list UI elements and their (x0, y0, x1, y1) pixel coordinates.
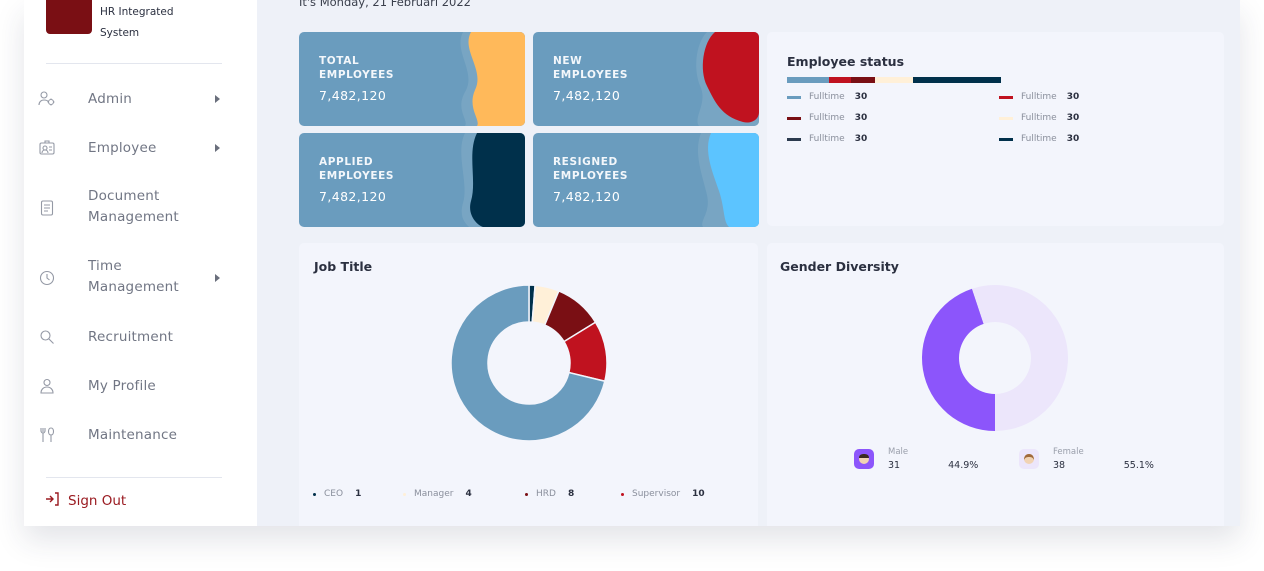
legend-dot (525, 492, 528, 496)
sidebar-item-label: Maintenance (88, 426, 178, 443)
sidebar-item-my-profile[interactable]: My Profile (24, 375, 257, 397)
legend-item-hrd: HRD 8 (525, 489, 621, 499)
donut-slice-male[interactable] (922, 288, 995, 431)
status-legend-item: Fulltime 30 (787, 92, 867, 102)
brand-line-2: System (100, 27, 140, 39)
status-stacked-bar (787, 77, 1001, 83)
legend-dot (313, 492, 316, 496)
status-legend-item: Fulltime 30 (999, 113, 1079, 123)
job-title-donut-chart (450, 284, 608, 442)
logo (46, 0, 92, 34)
status-legend-item: Fulltime 30 (787, 113, 867, 123)
employee-status-card: Employee status Fulltime 30 Fulltime 30 Fu… (767, 32, 1224, 226)
sidebar-item-label: Admin (88, 90, 133, 107)
status-bar-segment (829, 77, 851, 83)
sidebar-divider (46, 477, 222, 478)
sign-out-icon (44, 491, 60, 511)
status-bar-segment (787, 77, 829, 83)
card-title: Gender Diversity (780, 259, 899, 274)
gender-diversity-card: Gender Diversity Male 31 44.9% Female 38… (767, 243, 1224, 526)
sidebar-item-label: Management (88, 209, 179, 225)
sidebar-item-time-management[interactable]: Time Management (24, 256, 257, 300)
stat-title: APPLIED EMPLOYEES (319, 156, 395, 182)
status-bar-segment (913, 77, 1001, 83)
clock-icon (38, 269, 56, 287)
legend-item-manager: Manager 4 (403, 489, 525, 499)
stat-value: 7,482,120 (319, 189, 387, 204)
sign-out-label: Sign Out (68, 493, 127, 509)
sidebar-item-label: Employee (88, 139, 157, 156)
sidebar-item-document-management[interactable]: Document Management (24, 186, 257, 230)
legend-swatch (999, 137, 1013, 141)
stat-title: RESIGNED EMPLOYEES (553, 156, 629, 182)
stat-title: TOTAL EMPLOYEES (319, 55, 395, 81)
legend-item-female: Female 38 55.1% (1019, 447, 1154, 471)
sidebar-item-maintenance[interactable]: Maintenance (24, 424, 257, 446)
legend-item-male: Male 31 44.9% (854, 447, 978, 471)
sidebar-item-label: Management (88, 279, 179, 295)
card-title: Employee status (787, 54, 905, 69)
search-icon (38, 328, 56, 346)
legend-item-supervisor: Supervisor 10 (621, 489, 705, 499)
chevron-right-icon (215, 95, 220, 103)
job-title-legend: CEO 1 Manager 4 HRD 8 Supervisor 10 (313, 489, 705, 499)
sidebar-item-recruitment[interactable]: Recruitment (24, 326, 257, 348)
document-icon (38, 199, 56, 217)
legend-item-ceo: CEO 1 (313, 489, 403, 499)
chevron-right-icon (215, 144, 220, 152)
chevron-right-icon (215, 274, 220, 282)
employee-icon (38, 139, 56, 157)
status-bar-segment (875, 77, 913, 83)
stat-value: 7,482,120 (553, 189, 621, 204)
card-decoration (696, 32, 759, 126)
legend-swatch (787, 95, 801, 99)
female-icon (1019, 449, 1039, 469)
admin-icon (38, 90, 56, 108)
legend-swatch (999, 95, 1013, 99)
gender-donut-chart (922, 285, 1068, 431)
stat-title: NEW EMPLOYEES (553, 55, 629, 81)
card-decoration (697, 133, 759, 227)
donut-slice-female[interactable] (972, 285, 1068, 431)
status-legend-item: Fulltime 30 (999, 92, 1079, 102)
legend-dot (403, 492, 406, 496)
sidebar-item-employee[interactable]: Employee (24, 137, 257, 159)
sidebar-item-label: My Profile (88, 377, 156, 394)
legend-swatch (787, 116, 801, 120)
status-legend-item: Fulltime 30 (999, 134, 1079, 144)
stat-card-total-employees[interactable]: TOTAL EMPLOYEES 7,482,120 (299, 32, 525, 126)
card-decoration (461, 133, 525, 227)
legend-dot (621, 492, 624, 496)
app-frame: HR Integrated System Admin Employee Docu (24, 0, 1240, 526)
sign-out-button[interactable]: Sign Out (44, 491, 126, 511)
status-bar-segment (851, 77, 875, 83)
donut-slice-other[interactable] (450, 284, 606, 442)
stat-value: 7,482,120 (319, 88, 387, 103)
brand-name: HR Integrated System (100, 2, 210, 44)
card-title: Job Title (314, 259, 373, 274)
card-decoration (460, 32, 525, 126)
stat-card-new-employees[interactable]: NEW EMPLOYEES 7,482,120 (533, 32, 759, 126)
status-legend-item: Fulltime 30 (787, 134, 867, 144)
user-icon (38, 377, 56, 395)
male-icon (854, 449, 874, 469)
tools-icon (38, 426, 56, 444)
greeting-date: It's Monday, 21 Februari 2022 (299, 0, 471, 9)
job-title-card: Job Title CEO 1 Manager 4 HRD 8 Supervisor 1… (299, 243, 758, 526)
legend-swatch (787, 137, 801, 141)
sidebar-divider (46, 63, 222, 64)
sidebar-item-admin[interactable]: Admin (24, 88, 257, 110)
sidebar-item-label: Recruitment (88, 328, 174, 345)
stat-card-resigned-employees[interactable]: RESIGNED EMPLOYEES 7,482,120 (533, 133, 759, 227)
sidebar-item-label: Document (88, 188, 160, 204)
sidebar-item-label: Time (88, 258, 122, 274)
stat-value: 7,482,120 (553, 88, 621, 103)
brand-line-1: HR Integrated (100, 6, 174, 18)
legend-swatch (999, 116, 1013, 120)
sidebar: HR Integrated System Admin Employee Docu (24, 0, 257, 526)
stat-card-applied-employees[interactable]: APPLIED EMPLOYEES 7,482,120 (299, 133, 525, 227)
